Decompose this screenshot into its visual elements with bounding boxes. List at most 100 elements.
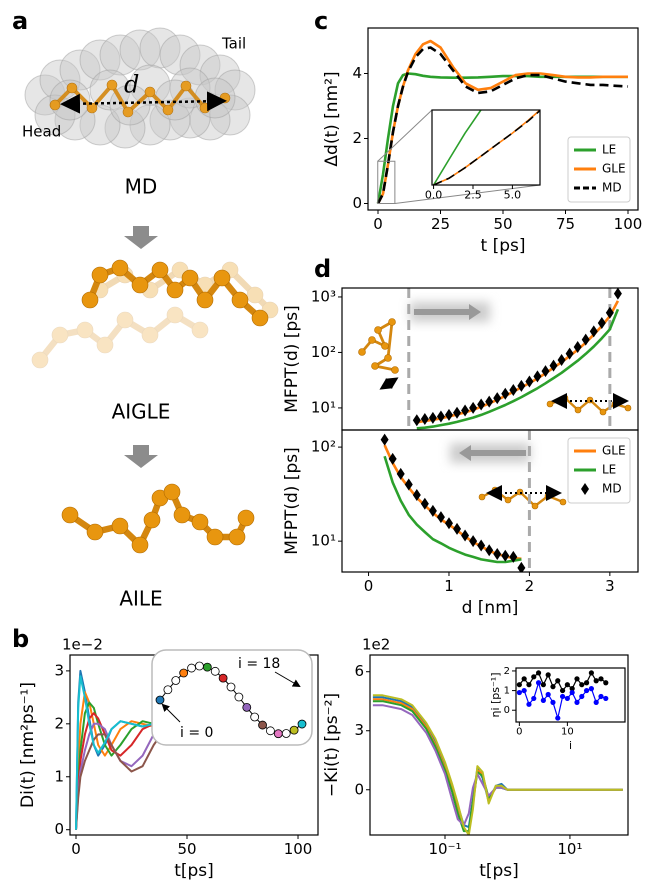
marker (493, 548, 502, 561)
distance-label: d (124, 71, 139, 99)
bead (106, 79, 118, 91)
ring-bead (234, 692, 244, 702)
bead-chain (358, 318, 399, 374)
marker (380, 433, 389, 446)
bead-chain (61, 483, 255, 554)
marker (569, 686, 575, 692)
bead (51, 326, 69, 344)
bead (599, 408, 607, 416)
marker (555, 715, 561, 721)
x-axis-label: t [ps] (481, 236, 526, 256)
bead (381, 342, 389, 350)
y-tick-label: 1 (54, 767, 64, 785)
marker (588, 686, 594, 692)
offset-label: 1e2 (362, 636, 390, 654)
bead (251, 309, 269, 327)
bead (144, 86, 156, 98)
bead (358, 348, 366, 356)
marker (420, 497, 429, 510)
flow-arrow (124, 445, 158, 468)
x-tick-label: 100 (284, 840, 313, 858)
legend-label: GLE (602, 162, 626, 176)
bead (116, 311, 134, 329)
y-tick-label: 10² (311, 343, 336, 361)
marker (461, 404, 470, 417)
zoom-region (377, 160, 396, 204)
marker (605, 306, 614, 319)
marker (588, 670, 594, 676)
chart-panel: 0.0 2.5 5.0 (425, 109, 541, 201)
chart-panel: 0 1 2 3 10¹ 10² d [nm] MFPT(d) [ps] GLE LE MD (282, 429, 639, 618)
marker (545, 672, 551, 678)
y-axis-label: Δd(t) [nm²] (322, 71, 342, 166)
bead-chain (31, 306, 209, 369)
marker (559, 687, 566, 694)
legend-swatch (581, 483, 589, 495)
bead (96, 336, 114, 354)
marker (428, 411, 437, 424)
bead (49, 99, 61, 111)
marker (581, 333, 590, 346)
bead (141, 326, 159, 344)
x-tick-label: 0 (364, 577, 374, 595)
ring-bead (210, 666, 220, 676)
bead-chain (546, 394, 632, 416)
ring-bead (297, 719, 307, 729)
x-tick-label: 10 (561, 727, 574, 738)
marker (593, 699, 599, 705)
stage-label: AILE (119, 587, 162, 611)
x-axis-label: t[ps] (174, 861, 214, 881)
marker (412, 414, 421, 427)
y-axis-label: MFPT(d) [ps] (282, 447, 302, 554)
marker (485, 544, 494, 557)
bead (574, 406, 582, 414)
marker (535, 670, 542, 676)
y-tick-label: 0 (354, 780, 364, 798)
legend-label: GLE (602, 444, 626, 458)
marker (501, 549, 510, 562)
zoom-connector (394, 184, 541, 204)
ring-inset: i = 0 i = 18 (151, 649, 313, 746)
ring-bead (273, 729, 283, 739)
bead (131, 536, 149, 554)
ring-bead (179, 668, 189, 678)
plot-area (432, 110, 540, 185)
marker (521, 676, 527, 682)
x-tick-label: 0 (71, 840, 81, 858)
bead (237, 509, 255, 527)
bead-chain (81, 259, 269, 327)
atom-cloud (99, 34, 141, 76)
marker (526, 701, 532, 707)
marker (579, 693, 585, 700)
bead (531, 502, 539, 510)
marker (517, 379, 526, 392)
y-tick-label: 1 (504, 686, 510, 697)
marker (564, 682, 570, 688)
marker (436, 511, 445, 524)
direction-arrow (459, 445, 526, 461)
ring-bead (250, 712, 260, 722)
axes-frame (341, 429, 639, 573)
marker (388, 452, 397, 465)
marker (477, 398, 486, 411)
bead (624, 404, 632, 412)
x-tick-label: 50 (493, 215, 512, 233)
chart-panel: 0 10 0 1 2 i ηi [ps⁻¹] (489, 666, 626, 752)
marker (583, 687, 590, 694)
atom-cloud (159, 34, 201, 76)
marker (597, 316, 606, 329)
bead (91, 266, 109, 284)
bead (546, 400, 554, 408)
bead (173, 506, 191, 524)
marker (477, 539, 486, 552)
y-tick-label: 6 (354, 662, 364, 680)
x-tick-label: 25 (431, 215, 450, 233)
marker (540, 697, 546, 704)
x-tick-label: 1 (444, 577, 454, 595)
marker (593, 678, 599, 684)
marker (444, 517, 453, 530)
marker (550, 699, 556, 705)
illustration (24, 27, 279, 554)
ring-bead (171, 676, 181, 685)
bead (206, 528, 224, 546)
